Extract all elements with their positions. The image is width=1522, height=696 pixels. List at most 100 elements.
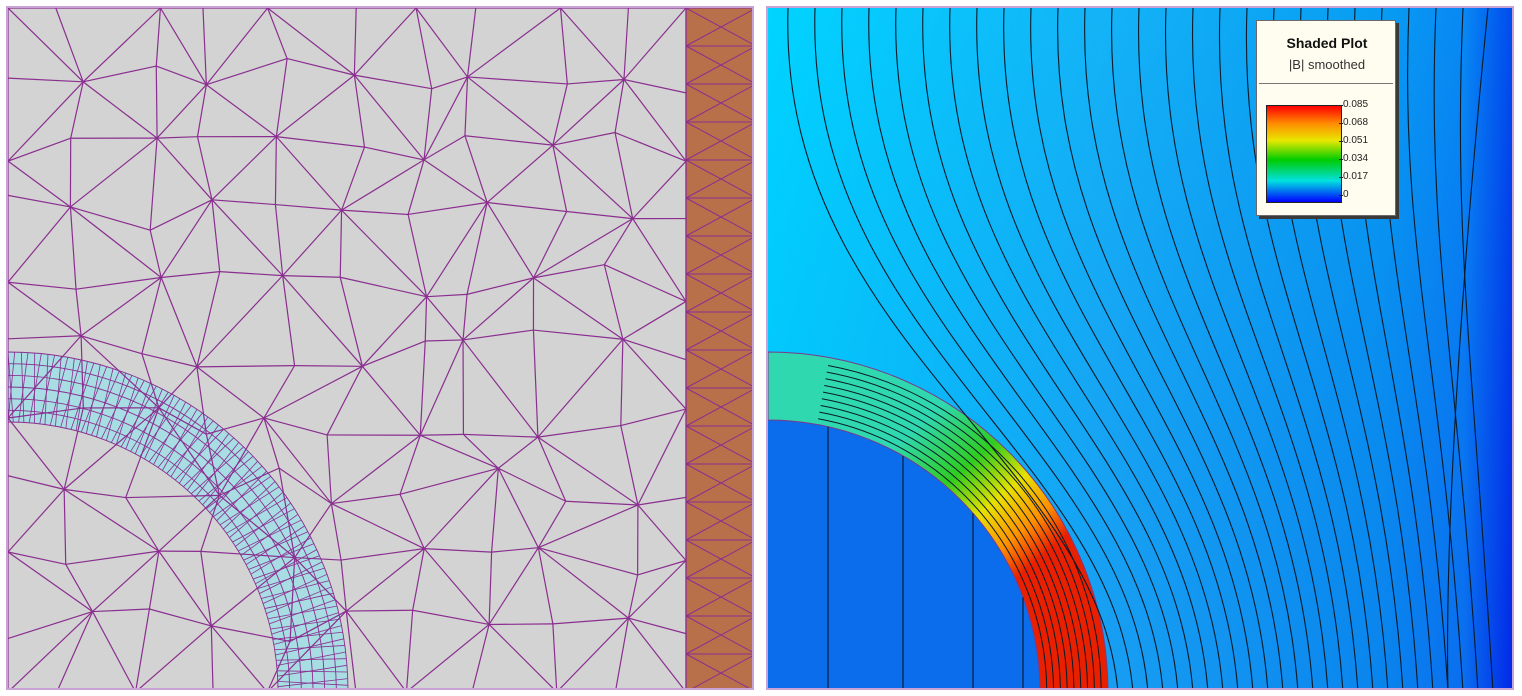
legend-colorbar: [1266, 105, 1342, 203]
flux-line: [827, 364, 1102, 688]
mesh-edge: [139, 625, 212, 688]
mesh-edge: [685, 85, 752, 123]
mesh-edge: [8, 351, 14, 423]
mesh-edge: [255, 549, 317, 585]
mesh-edge: [341, 146, 366, 211]
mesh-edge: [235, 502, 291, 547]
mesh-edge: [623, 8, 630, 80]
mesh-edge: [489, 623, 553, 626]
mesh-edge: [196, 275, 284, 368]
legend-tick: 0.051: [1338, 135, 1369, 146]
flux-line: [821, 398, 1068, 688]
mesh-edge: [294, 365, 363, 367]
mesh-edge: [125, 497, 160, 552]
mesh-edge: [196, 366, 207, 435]
mesh-edge: [623, 8, 687, 80]
mesh-edge: [223, 481, 276, 530]
mesh-edge: [278, 467, 332, 505]
mesh-edge: [82, 81, 158, 139]
mesh-edge: [110, 380, 145, 443]
mesh-edge: [294, 557, 347, 612]
mesh-edge: [559, 617, 629, 688]
mesh-edge: [263, 365, 363, 419]
mesh-edge: [685, 199, 752, 237]
mesh-edge: [206, 84, 277, 138]
flux-line: [822, 391, 1075, 688]
mesh-edge: [488, 624, 554, 688]
mesh-edge: [83, 65, 157, 83]
mesh-edge: [206, 57, 288, 86]
mesh-edge: [274, 204, 284, 276]
mesh-edge: [70, 137, 158, 208]
mesh-edge: [532, 211, 568, 279]
mesh-edge: [271, 612, 339, 635]
mesh-edge: [632, 160, 687, 220]
mesh-edge: [353, 8, 417, 76]
mesh-edge: [486, 202, 535, 279]
mesh-edge: [486, 144, 554, 203]
mesh-edge: [8, 160, 71, 208]
mesh-edge: [420, 433, 464, 436]
mesh-edge: [218, 417, 265, 496]
mesh-edge: [96, 368, 114, 437]
mesh-edge: [685, 47, 752, 85]
legend-title: Shaded Plot: [1286, 35, 1368, 51]
mesh-edge: [637, 504, 687, 561]
mesh-edge: [80, 335, 143, 355]
mesh-edge: [472, 624, 490, 688]
mesh-edge: [75, 361, 88, 431]
mesh-edge: [28, 353, 42, 423]
mesh-edge: [361, 365, 421, 436]
mesh-edge: [275, 203, 342, 211]
mesh-edge: [8, 281, 82, 337]
mesh-edge: [92, 550, 160, 613]
flux-line: [1030, 8, 1254, 688]
mesh-edge: [423, 159, 488, 204]
mesh-edge: [69, 206, 77, 290]
mesh-edge: [200, 551, 212, 626]
mesh-edge: [282, 275, 296, 366]
mesh-edge: [44, 354, 49, 425]
mesh-edge: [8, 551, 93, 613]
mesh-edge: [353, 75, 366, 148]
mesh-edge: [620, 339, 624, 426]
flux-line: [841, 8, 1149, 688]
mesh-edge: [219, 271, 283, 277]
mesh-edge: [533, 329, 623, 340]
ring-region: [8, 352, 348, 688]
mesh-edge: [275, 638, 344, 656]
mesh-edge: [276, 658, 347, 661]
legend-subtitle: |B| smoothed: [1288, 57, 1366, 72]
flux-line: [818, 418, 1048, 688]
mesh-edge: [75, 289, 82, 336]
mesh-edge: [8, 335, 82, 340]
mesh-edge: [202, 451, 249, 506]
mesh-edge: [552, 623, 558, 688]
mesh-edge: [340, 559, 347, 612]
mesh-edge: [491, 468, 499, 553]
mesh-edge: [153, 401, 187, 465]
mesh-edge: [331, 493, 401, 505]
mesh-edge: [466, 277, 534, 295]
mesh-edge: [424, 296, 428, 342]
mesh-edge: [162, 409, 198, 471]
mesh-edge: [623, 78, 687, 94]
mesh-edge: [80, 366, 108, 433]
mesh-edge: [65, 550, 159, 565]
ring-field-region: [768, 351, 1109, 688]
flux-line: [825, 378, 1089, 688]
mesh-edge: [491, 547, 539, 553]
mesh-edge: [141, 277, 162, 354]
mesh-edge: [263, 417, 332, 504]
mesh-edge: [277, 678, 348, 688]
mesh-edge: [130, 391, 169, 452]
mesh-edge: [628, 617, 687, 635]
mesh-edge: [353, 8, 357, 76]
mesh-edge: [552, 617, 629, 625]
mesh-edge: [565, 500, 638, 506]
mesh-edge: [423, 76, 469, 161]
mesh-edge: [685, 275, 752, 313]
mesh-edge: [156, 84, 207, 139]
legend-tick: 0.034: [1338, 153, 1369, 164]
mesh-edge: [270, 610, 347, 688]
